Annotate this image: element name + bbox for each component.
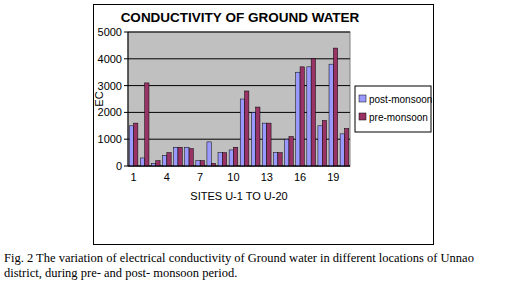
y-tick	[124, 112, 128, 113]
bar	[251, 112, 255, 166]
bar	[278, 153, 282, 166]
bar	[185, 147, 189, 166]
x-tick-label: 19	[327, 171, 339, 183]
y-tick-label: 1000	[98, 133, 122, 145]
legend-label: post-monsoon	[369, 94, 432, 105]
bar	[289, 137, 293, 166]
bar	[229, 150, 233, 166]
y-tick-label: 4000	[98, 53, 122, 65]
bar	[196, 161, 200, 166]
x-axis	[128, 166, 350, 167]
bar	[207, 142, 211, 166]
bar	[245, 91, 249, 166]
bar	[300, 67, 304, 166]
x-tick-label: 16	[294, 171, 306, 183]
grid-line	[128, 58, 350, 59]
bar	[163, 155, 167, 166]
y-tick-label: 2000	[98, 106, 122, 118]
bar	[129, 126, 133, 166]
bar	[222, 153, 226, 166]
bar	[233, 147, 237, 166]
bar	[340, 134, 344, 166]
caption: Fig. 2 The variation of electrical condu…	[4, 251, 510, 281]
bar	[329, 64, 333, 166]
chart-frame	[94, 5, 434, 245]
y-tick	[124, 32, 128, 33]
grid-line	[128, 85, 350, 86]
bar	[344, 128, 348, 166]
x-axis-title: SITES U-1 TO U-20	[190, 190, 287, 202]
bar	[267, 123, 271, 166]
y-axis	[128, 32, 129, 166]
y-tick	[124, 85, 128, 86]
bar	[333, 48, 337, 166]
title: CONDUCTIVITY OF GROUND WATER	[121, 10, 360, 25]
bar	[145, 83, 149, 166]
bar	[322, 120, 326, 166]
bar	[174, 147, 178, 166]
bar	[262, 123, 266, 166]
x-tick-label: 1	[130, 171, 136, 183]
bar	[296, 72, 300, 166]
bar	[140, 158, 144, 166]
y-tick-label: 3000	[98, 80, 122, 92]
grid-line	[128, 32, 350, 33]
y-axis-title: EC	[93, 91, 105, 106]
x-tick-label: 13	[261, 171, 273, 183]
bar	[311, 59, 315, 166]
legend-label: pre-monsoon	[369, 112, 428, 123]
bar	[178, 147, 182, 166]
x-tick-label: 4	[164, 171, 170, 183]
bar	[274, 153, 278, 166]
bar	[240, 99, 244, 166]
y-tick	[124, 139, 128, 140]
y-tick	[124, 58, 128, 59]
bar	[218, 153, 222, 166]
bar	[200, 161, 204, 166]
legend-swatch	[359, 113, 366, 120]
bar	[156, 161, 160, 166]
bar	[318, 126, 322, 166]
bar	[307, 67, 311, 166]
x-tick-label: 10	[227, 171, 239, 183]
bar	[167, 153, 171, 166]
y-tick-label: 5000	[98, 26, 122, 38]
grid-line	[128, 139, 350, 140]
y-tick	[124, 166, 128, 167]
bars	[129, 48, 349, 166]
grid-line	[128, 166, 350, 167]
x-tick-label: 7	[197, 171, 203, 183]
bar	[189, 149, 193, 166]
bar	[285, 139, 289, 166]
bar	[134, 123, 138, 166]
bar	[256, 107, 260, 166]
plot-area	[128, 32, 350, 166]
y-tick-label: 0	[116, 160, 122, 172]
legend-swatch	[359, 95, 366, 102]
grid-line	[128, 112, 350, 113]
